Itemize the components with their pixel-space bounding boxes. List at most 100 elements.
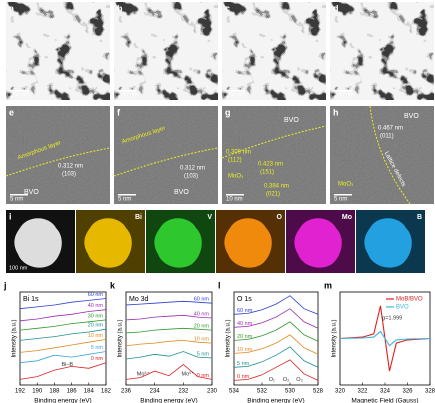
- scale-bar: [118, 194, 136, 196]
- x-tick-label: 192: [15, 389, 26, 395]
- panel-letter: m: [324, 280, 332, 290]
- image-label: (011): [380, 134, 394, 140]
- image-panel: d 200 nm: [330, 2, 434, 100]
- series-label: 40 nm: [237, 321, 253, 327]
- x-tick-label: 232: [178, 389, 189, 395]
- spectrum-line: [125, 351, 213, 360]
- x-tick-label: 532: [257, 389, 268, 395]
- x-tick-label: 324: [380, 389, 391, 395]
- tem-texture: [114, 106, 218, 204]
- panel-letter: g: [225, 107, 231, 117]
- spectrum-line: [125, 363, 213, 380]
- element-map: B: [356, 210, 425, 273]
- annotation: g=1.999: [382, 315, 402, 321]
- annotation: O₁: [269, 377, 275, 383]
- image-label: 200 nm: [118, 93, 138, 99]
- image-label: (112): [228, 158, 242, 164]
- element-label: B: [417, 214, 422, 221]
- x-tick-label: 530: [285, 389, 296, 395]
- image-label: BVO: [24, 189, 39, 196]
- series-label: 60 nm: [237, 308, 253, 314]
- annotation: Mo⁶⁺: [137, 370, 150, 377]
- spectrum-line: [233, 346, 319, 368]
- image-label: BVO: [284, 117, 299, 124]
- sem-texture: [114, 2, 218, 100]
- spectrum-line: [19, 328, 107, 341]
- chart-title: O 1s: [237, 296, 252, 303]
- image-label: (151): [260, 170, 274, 176]
- x-tick-label: 320: [335, 389, 346, 395]
- image-label: 0.312 nm: [180, 166, 205, 172]
- image-label: (021): [266, 192, 280, 198]
- panel-letter: d: [333, 3, 339, 13]
- spectrum-line: [339, 330, 431, 347]
- panel-letter: i: [9, 211, 12, 221]
- panel-letter: l: [218, 280, 221, 290]
- panel-letter: f: [117, 107, 121, 117]
- spectrum-line: [19, 309, 107, 322]
- series-label: 30 nm: [88, 313, 104, 319]
- spectrum-line: [233, 359, 319, 381]
- scale-bar: [226, 90, 244, 92]
- y-axis-label: Intensity (a.u.): [12, 319, 18, 357]
- element-map: Bi: [76, 210, 145, 273]
- sem-texture: [222, 2, 326, 100]
- x-axis-label: Binding energy (eV): [34, 398, 91, 403]
- image-label: (103): [62, 172, 76, 178]
- annotation: O₃: [296, 377, 303, 383]
- image-label: 10 nm: [226, 197, 243, 203]
- series-label: 60 nm: [194, 297, 210, 303]
- element-label: Mo: [342, 214, 352, 221]
- chart-title: Mo 3d: [129, 296, 149, 303]
- scale-label: 100 nm: [9, 265, 28, 271]
- x-tick-label: 186: [67, 389, 78, 395]
- image-label: 0.384 nm: [264, 184, 289, 190]
- spectrum-line: [233, 334, 319, 355]
- element-label: V: [207, 214, 212, 221]
- x-tick-label: 328: [425, 389, 435, 395]
- haadf-particle: [14, 218, 62, 268]
- x-tick-label: 188: [49, 389, 60, 395]
- series-label: 20 nm: [88, 323, 104, 329]
- element-label: O: [277, 214, 283, 221]
- series-label: 10 nm: [88, 333, 104, 339]
- tem-texture: [6, 106, 110, 204]
- image-label: 200 nm: [10, 93, 30, 99]
- x-axis-label: Binding energy (eV): [247, 398, 304, 403]
- x-tick-label: 322: [357, 389, 368, 395]
- x-tick-label: 236: [121, 389, 132, 395]
- image-label: MoO₃: [338, 182, 354, 188]
- image-label: BVO: [174, 189, 189, 196]
- panel-letter: c: [225, 3, 230, 13]
- spectrum-line: [233, 321, 319, 342]
- map-particle: [294, 218, 342, 268]
- element-map: Mo: [286, 210, 355, 273]
- y-axis-label: Intensity (a.u.): [332, 319, 338, 357]
- scale-bar: [334, 90, 352, 92]
- map-particle: [84, 218, 132, 268]
- x-tick-label: 190: [32, 389, 43, 395]
- annotation: O₂: [283, 377, 289, 383]
- sem-texture: [330, 2, 434, 100]
- sem-texture: [6, 2, 110, 100]
- spectrum-line: [125, 300, 213, 306]
- image-label: 200 nm: [226, 93, 246, 99]
- series-label: 5 nm: [237, 361, 250, 367]
- image-label: 200 nm: [334, 93, 354, 99]
- plot-frame: [19, 291, 107, 386]
- panel-letter: h: [333, 107, 339, 117]
- x-tick-label: 234: [150, 389, 161, 395]
- series-label: 5 nm: [91, 345, 104, 351]
- x-tick-label: 230: [207, 389, 218, 395]
- scale-bar: [226, 194, 244, 196]
- annotation: Mo⁵⁺: [182, 370, 195, 377]
- map-particle: [224, 218, 272, 268]
- series-label: 5 nm: [197, 351, 210, 357]
- element-label: Bi: [135, 214, 142, 221]
- spectrum-line: [19, 362, 107, 380]
- map-particle: [154, 218, 202, 268]
